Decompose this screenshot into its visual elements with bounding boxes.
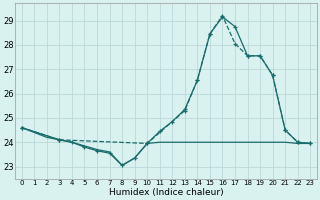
- X-axis label: Humidex (Indice chaleur): Humidex (Indice chaleur): [109, 188, 223, 197]
